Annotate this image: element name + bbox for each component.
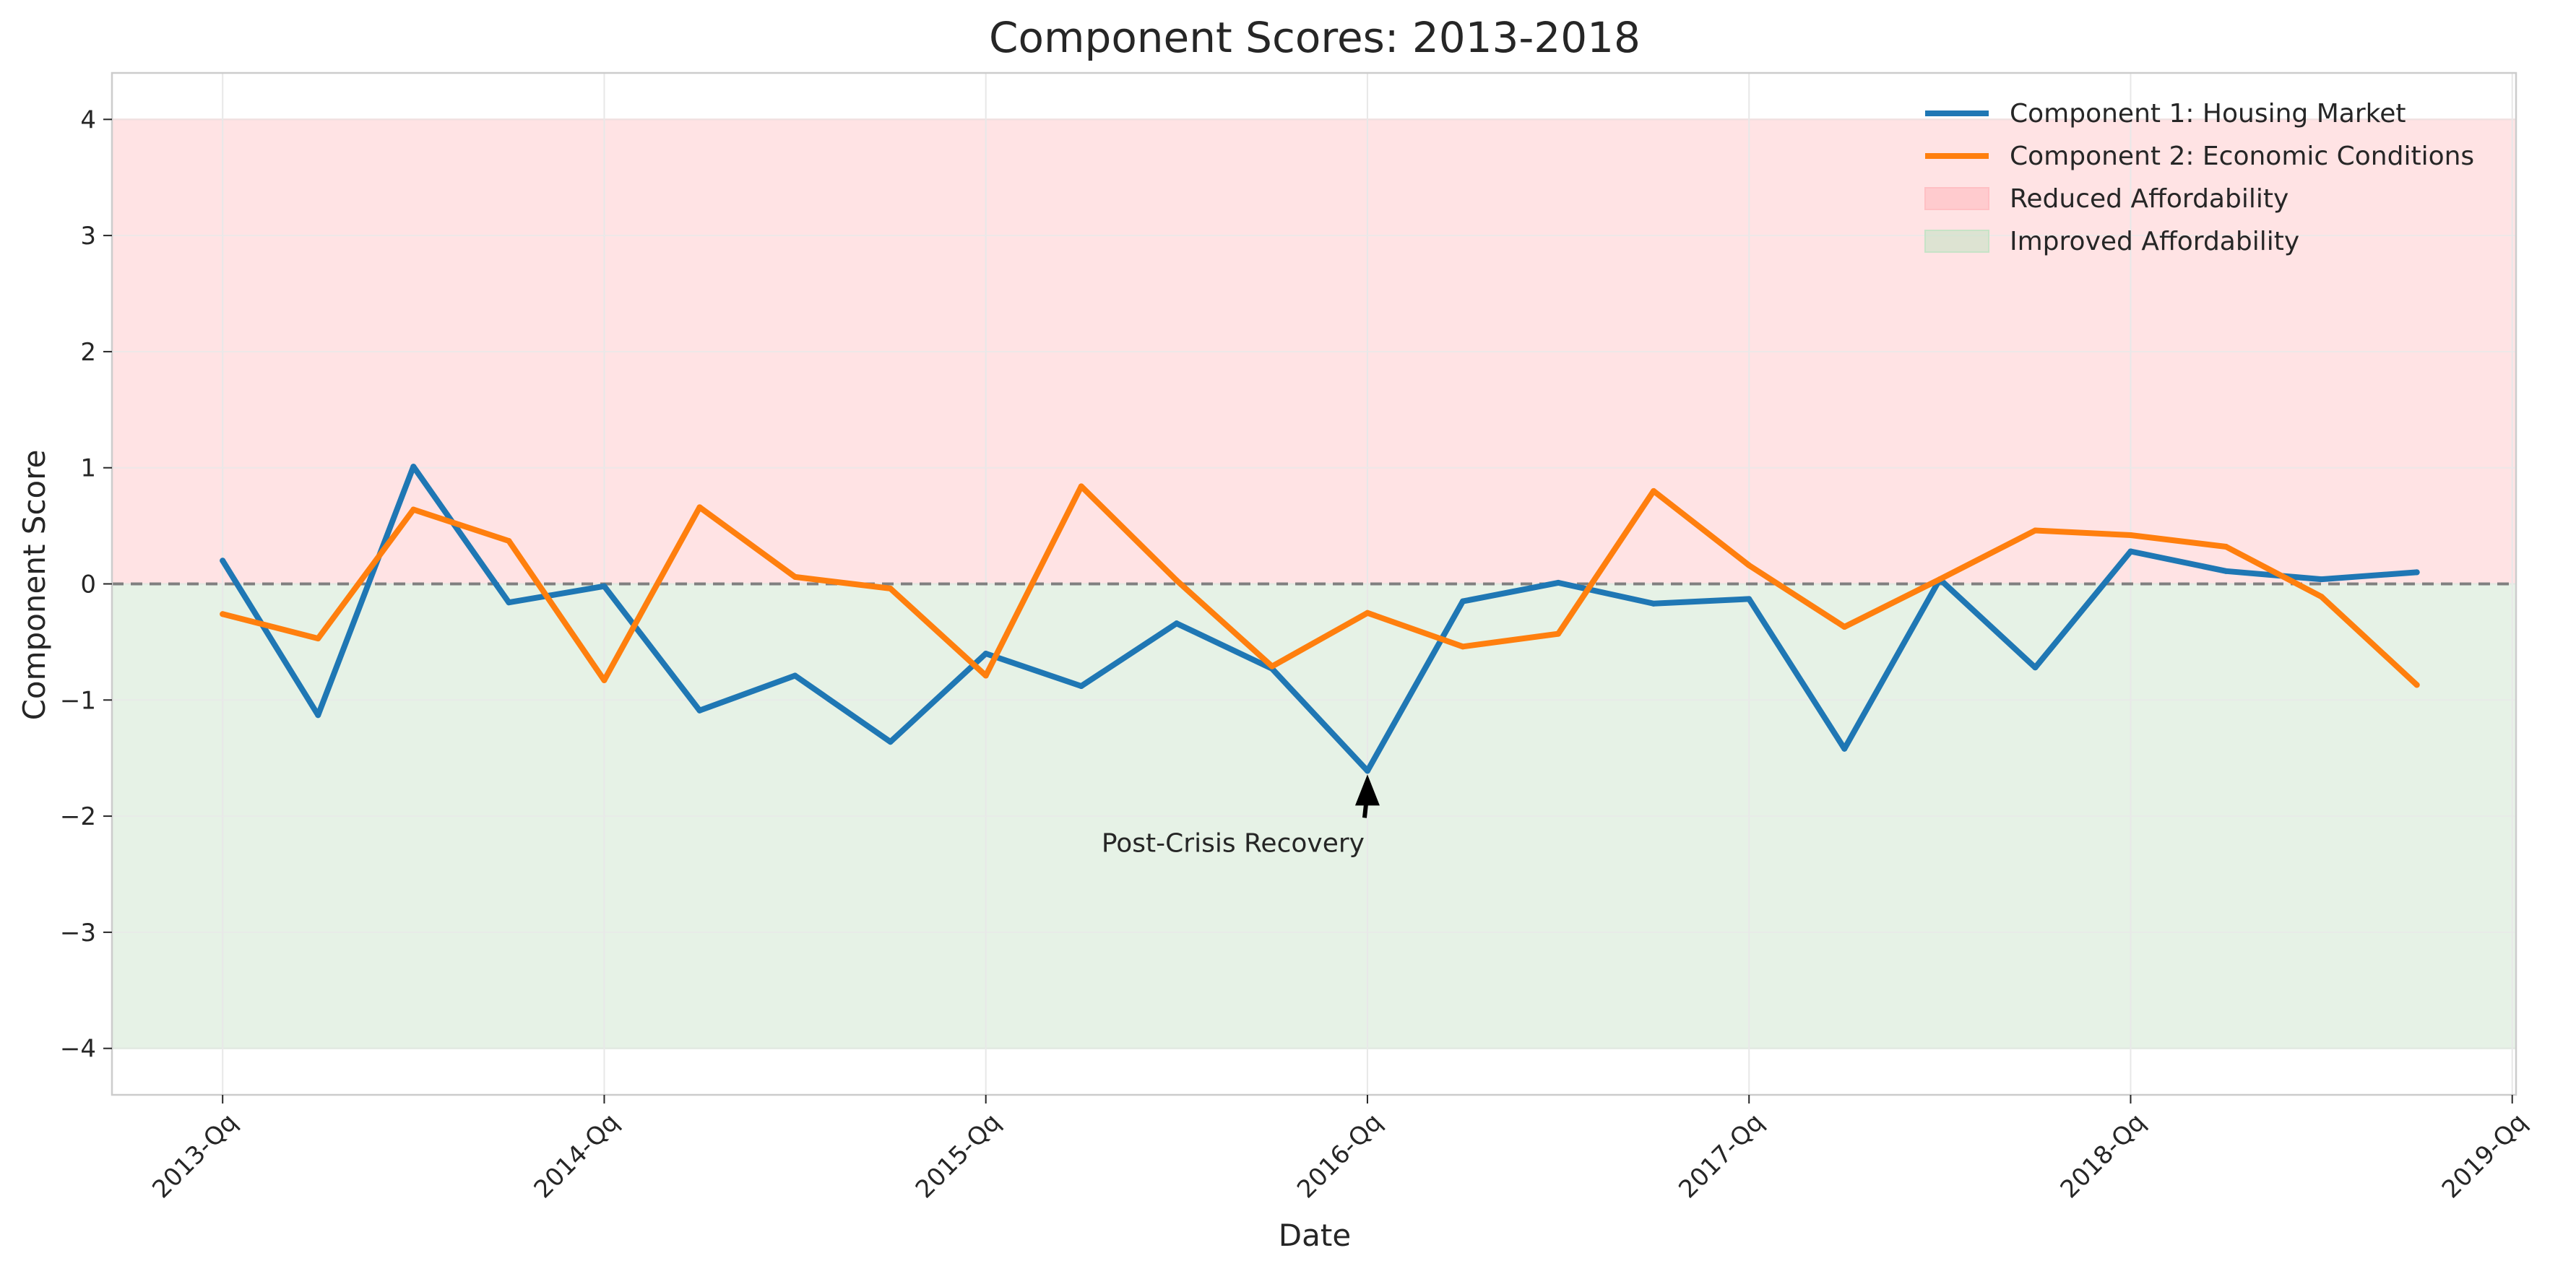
y-tick-label: 4 (80, 105, 96, 134)
data-point-component-2 (2127, 532, 2134, 538)
x-tick-label: 2015-Qq (910, 1108, 1006, 1204)
chart-legend: Component 1: Housing Market Component 2: … (1924, 99, 2474, 256)
data-point-component-2 (601, 677, 608, 683)
annotation-text: Post-Crisis Recovery (1102, 828, 1365, 858)
x-tick-label: 2016-Qq (1292, 1108, 1388, 1204)
data-point-component-2 (982, 672, 989, 679)
data-point-component-1 (2318, 576, 2325, 583)
data-point-component-1 (1651, 600, 1657, 607)
y-tick-label: 0 (80, 571, 96, 599)
data-point-component-2 (1078, 483, 1084, 490)
data-point-component-2 (1460, 643, 1466, 650)
data-point-component-1 (696, 707, 703, 714)
data-point-component-1 (2223, 568, 2229, 574)
data-point-component-1 (887, 739, 894, 745)
y-tick-label: 3 (80, 222, 96, 251)
data-point-component-1 (1078, 683, 1084, 689)
data-point-component-2 (410, 506, 417, 513)
data-point-component-1 (792, 672, 798, 679)
data-point-component-2 (1173, 577, 1180, 584)
data-point-component-1 (982, 650, 989, 656)
series-line-component-2 (220, 483, 2420, 688)
data-point-component-1 (315, 712, 321, 719)
data-point-component-1 (1746, 596, 1752, 602)
data-point-component-1 (410, 464, 417, 470)
data-point-component-2 (1268, 663, 1275, 669)
data-point-component-2 (1841, 623, 1848, 630)
legend-label-band-2: Improved Affordability (2010, 227, 2299, 256)
data-point-component-2 (2032, 527, 2039, 534)
data-point-component-1 (2032, 664, 2039, 671)
series-line-component-1 (220, 464, 2420, 774)
legend-swatch-band-2 (1924, 230, 1989, 253)
x-tick-label: 2017-Qq (1673, 1108, 1769, 1204)
y-tick-label: 1 (80, 454, 96, 483)
data-point-component-2 (696, 504, 703, 511)
legend-label-component-2: Component 2: Economic Conditions (2010, 142, 2474, 171)
data-point-component-1 (1555, 579, 1562, 586)
chart-title: Component Scores: 2013-2018 (989, 13, 1641, 62)
y-tick-label: −1 (60, 686, 96, 715)
data-point-component-2 (506, 538, 512, 545)
data-point-component-2 (1937, 576, 1943, 583)
legend-swatch-band-1 (1924, 187, 1989, 210)
legend-label-band-1: Reduced Affordability (2010, 184, 2288, 214)
data-point-component-1 (1460, 598, 1466, 604)
annotation-arrowhead (1354, 774, 1380, 806)
x-tick-label: 2019-Qq (2437, 1108, 2533, 1204)
series-layer (220, 464, 2420, 774)
y-tick-label: −2 (60, 802, 96, 831)
data-point-component-2 (2318, 594, 2325, 600)
annotation-layer: Post-Crisis Recovery (1102, 774, 1380, 858)
data-point-component-1 (1173, 620, 1180, 627)
data-point-component-2 (2413, 682, 2420, 688)
legend-label-component-1: Component 1: Housing Market (2010, 99, 2406, 129)
data-point-component-1 (1364, 768, 1370, 774)
data-point-component-2 (2223, 544, 2229, 550)
x-axis-title: Date (1279, 1218, 1351, 1253)
data-point-component-1 (1841, 745, 1848, 752)
data-point-component-1 (2127, 548, 2134, 555)
y-axis-title: Component Score (17, 450, 52, 721)
data-point-component-2 (220, 611, 226, 617)
data-point-component-1 (506, 599, 512, 606)
data-point-component-2 (792, 573, 798, 580)
data-point-component-1 (220, 558, 226, 564)
y-tick-label: 2 (80, 338, 96, 367)
data-point-component-2 (1364, 610, 1370, 616)
x-tick-label: 2013-Qq (147, 1108, 243, 1204)
data-point-component-2 (1746, 562, 1752, 568)
data-point-component-2 (315, 636, 321, 642)
data-point-component-2 (1651, 487, 1657, 494)
y-tick-label: −3 (60, 919, 96, 948)
data-point-component-1 (2413, 569, 2420, 576)
x-tick-label: 2018-Qq (2055, 1108, 2151, 1204)
data-point-component-2 (887, 585, 894, 591)
data-point-component-1 (601, 583, 608, 589)
data-point-component-2 (1555, 630, 1562, 637)
y-tick-label: −4 (60, 1035, 96, 1064)
x-tick-label: 2014-Qq (529, 1108, 625, 1204)
